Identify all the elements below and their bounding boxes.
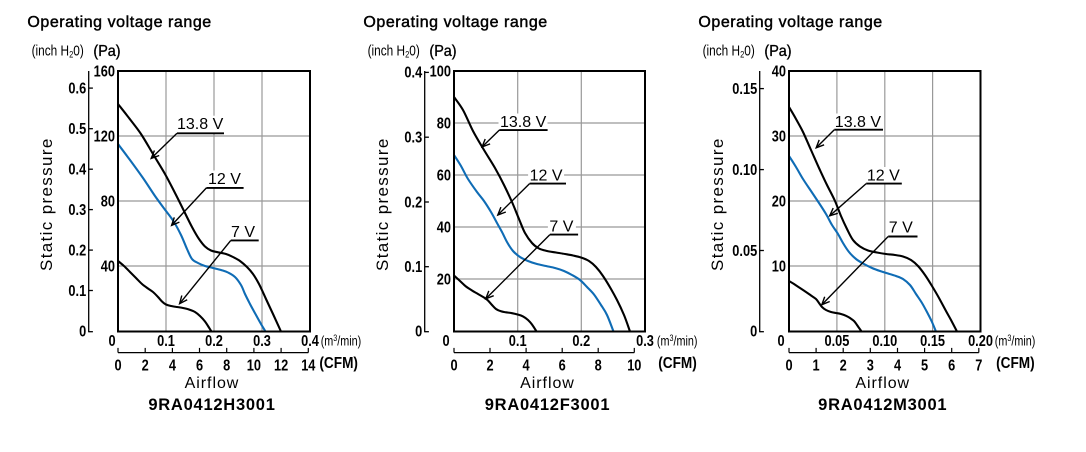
svg-text:0.10: 0.10: [872, 333, 897, 351]
svg-text:0: 0: [415, 323, 422, 341]
svg-text:9RA0412H3001: 9RA0412H3001: [148, 396, 275, 414]
svg-text:10: 10: [247, 357, 261, 375]
svg-text:1: 1: [813, 357, 820, 375]
svg-text:12 V: 12 V: [208, 171, 241, 188]
svg-text:40: 40: [437, 219, 451, 237]
svg-text:30: 30: [772, 128, 786, 146]
svg-text:40: 40: [772, 63, 786, 81]
svg-text:13.8 V: 13.8 V: [500, 114, 547, 131]
svg-text:0: 0: [750, 323, 757, 341]
svg-text:Airflow: Airflow: [855, 375, 910, 392]
svg-text:2: 2: [142, 357, 149, 375]
svg-text:0: 0: [114, 357, 121, 375]
svg-text:0: 0: [450, 357, 457, 375]
svg-text:0.3: 0.3: [636, 333, 654, 351]
svg-text:8: 8: [223, 357, 230, 375]
svg-text:(Pa): (Pa): [764, 42, 791, 60]
svg-text:Operating voltage range: Operating voltage range: [698, 14, 882, 31]
svg-text:0.20: 0.20: [968, 333, 993, 351]
svg-text:7 V: 7 V: [549, 218, 573, 235]
svg-text:(inch H20): (inch H20): [703, 42, 755, 59]
svg-text:0.15: 0.15: [920, 333, 945, 351]
svg-text:4: 4: [894, 357, 901, 375]
svg-text:0.1: 0.1: [404, 259, 422, 277]
svg-text:Airflow: Airflow: [185, 375, 240, 392]
svg-text:0.2: 0.2: [572, 333, 590, 351]
svg-text:0.1: 0.1: [157, 333, 175, 351]
svg-text:(m3/min): (m3/min): [995, 333, 1036, 349]
svg-text:7 V: 7 V: [889, 220, 913, 237]
svg-text:0: 0: [785, 357, 792, 375]
svg-text:3: 3: [867, 357, 874, 375]
svg-text:0.2: 0.2: [404, 194, 422, 212]
svg-text:6: 6: [196, 357, 203, 375]
svg-text:Static pressure: Static pressure: [708, 137, 727, 271]
svg-text:0.3: 0.3: [253, 333, 271, 351]
svg-text:0.5: 0.5: [68, 121, 86, 139]
svg-text:10: 10: [772, 258, 786, 276]
svg-text:9RA0412M3001: 9RA0412M3001: [818, 396, 947, 414]
svg-text:0.3: 0.3: [404, 129, 422, 147]
svg-text:0.05: 0.05: [824, 333, 849, 351]
svg-text:7: 7: [975, 357, 982, 375]
svg-text:Operating voltage range: Operating voltage range: [27, 14, 211, 31]
svg-text:6: 6: [559, 357, 566, 375]
svg-text:0.4: 0.4: [301, 333, 319, 351]
svg-text:14: 14: [301, 357, 315, 375]
svg-text:(m3/min): (m3/min): [657, 333, 698, 349]
svg-text:5: 5: [921, 357, 928, 375]
svg-text:0.05: 0.05: [732, 243, 757, 261]
svg-text:0.6: 0.6: [68, 80, 86, 98]
svg-text:Operating voltage range: Operating voltage range: [363, 14, 547, 31]
svg-text:(Pa): (Pa): [93, 42, 120, 60]
svg-text:0: 0: [79, 323, 86, 341]
svg-text:9RA0412F3001: 9RA0412F3001: [485, 396, 611, 414]
svg-text:7 V: 7 V: [231, 224, 255, 241]
svg-text:0.1: 0.1: [509, 333, 527, 351]
svg-text:0: 0: [777, 333, 784, 351]
svg-text:Static pressure: Static pressure: [37, 137, 56, 271]
svg-text:(CFM): (CFM): [658, 355, 697, 372]
svg-text:80: 80: [101, 193, 115, 211]
svg-text:6: 6: [948, 357, 955, 375]
svg-text:60: 60: [437, 167, 451, 185]
svg-text:0.15: 0.15: [732, 81, 757, 99]
svg-text:10: 10: [627, 357, 641, 375]
svg-text:Static pressure: Static pressure: [373, 137, 392, 271]
svg-text:20: 20: [772, 193, 786, 211]
svg-text:(inch H20): (inch H20): [32, 42, 84, 59]
svg-text:(CFM): (CFM): [996, 355, 1035, 372]
svg-text:(CFM): (CFM): [319, 355, 358, 372]
svg-text:2: 2: [840, 357, 847, 375]
svg-text:(Pa): (Pa): [429, 42, 456, 60]
svg-text:0.2: 0.2: [205, 333, 223, 351]
svg-text:4: 4: [523, 357, 530, 375]
svg-text:(m3/min): (m3/min): [321, 333, 362, 349]
svg-text:0: 0: [442, 333, 449, 351]
svg-text:12: 12: [274, 357, 288, 375]
svg-text:120: 120: [94, 128, 115, 146]
svg-text:13.8 V: 13.8 V: [835, 114, 882, 131]
svg-text:13.8 V: 13.8 V: [177, 116, 224, 133]
svg-text:0.4: 0.4: [68, 161, 86, 179]
svg-text:(inch H20): (inch H20): [368, 42, 420, 59]
svg-text:0.3: 0.3: [68, 202, 86, 220]
svg-text:100: 100: [430, 63, 451, 81]
svg-text:2: 2: [486, 357, 493, 375]
svg-text:0: 0: [108, 333, 115, 351]
svg-text:4: 4: [169, 357, 176, 375]
svg-text:12 V: 12 V: [530, 168, 563, 185]
svg-text:80: 80: [437, 115, 451, 133]
svg-text:12 V: 12 V: [867, 168, 900, 185]
svg-text:8: 8: [595, 357, 602, 375]
svg-text:20: 20: [437, 271, 451, 289]
svg-text:0.2: 0.2: [68, 242, 86, 260]
svg-text:0.1: 0.1: [68, 283, 86, 301]
svg-text:Airflow: Airflow: [520, 375, 575, 392]
svg-text:0.10: 0.10: [732, 162, 757, 180]
svg-text:0.4: 0.4: [404, 64, 422, 82]
svg-text:160: 160: [94, 63, 115, 81]
svg-text:40: 40: [101, 258, 115, 276]
